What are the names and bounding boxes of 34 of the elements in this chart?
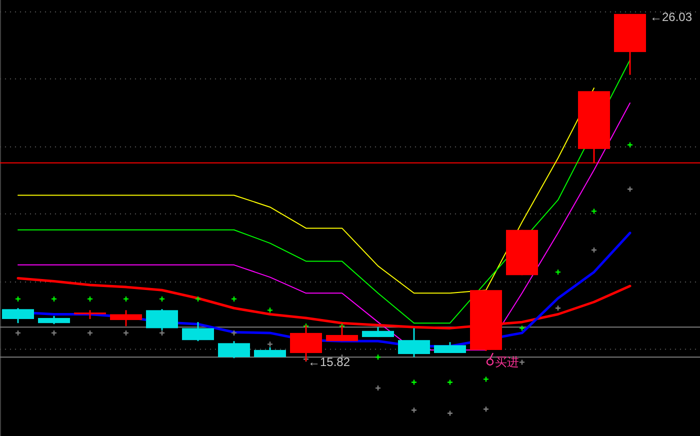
- point: [86, 296, 94, 302]
- point: [410, 379, 418, 386]
- point: [122, 330, 130, 336]
- point: [374, 384, 382, 392]
- point: [266, 341, 274, 348]
- point: [518, 325, 526, 332]
- point: [158, 296, 166, 302]
- point: [626, 186, 634, 192]
- point: [482, 376, 490, 382]
- point: [590, 208, 598, 214]
- point: [518, 359, 526, 366]
- point: [50, 296, 58, 302]
- point: [50, 330, 58, 336]
- point: [446, 410, 454, 416]
- point: [554, 305, 562, 312]
- point: [86, 330, 94, 336]
- text: ←26.03: [650, 10, 692, 24]
- annotation: 买进: [495, 355, 519, 369]
- point: [482, 406, 490, 412]
- point: [374, 354, 382, 360]
- point: [626, 142, 634, 148]
- point: [14, 296, 22, 302]
- point: [230, 296, 238, 302]
- point: [194, 296, 202, 302]
- point: [590, 246, 598, 254]
- point: [446, 379, 454, 386]
- point: [266, 307, 274, 314]
- point: [230, 330, 238, 336]
- point: [554, 268, 562, 276]
- annotation: ←15.82: [308, 355, 350, 370]
- point: [410, 407, 418, 414]
- point: [122, 296, 130, 302]
- point: [14, 330, 22, 336]
- point: [158, 330, 166, 336]
